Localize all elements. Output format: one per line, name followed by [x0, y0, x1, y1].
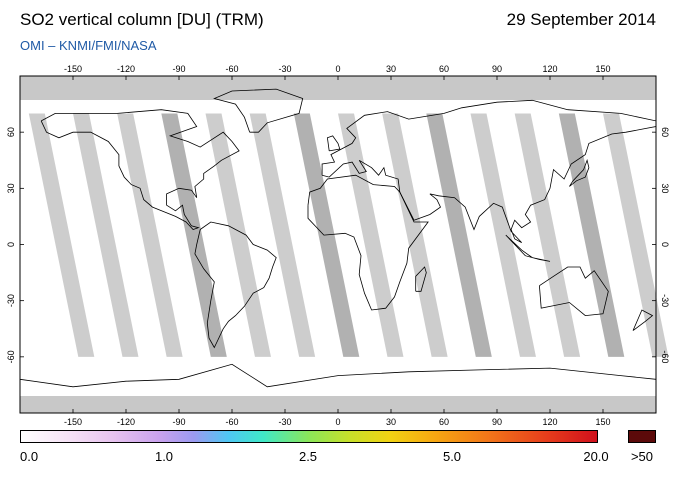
lon-tick-top-8: 90 — [492, 64, 502, 74]
lon-tick-bottom-3: -60 — [225, 417, 238, 427]
colorbar-label-0: 0.0 — [20, 449, 39, 464]
lat-tick-left-3: -30 — [6, 294, 16, 307]
color-scale-bar — [20, 430, 598, 443]
lon-tick-bottom-4: -30 — [278, 417, 291, 427]
lat-tick-left-4: -60 — [6, 350, 16, 363]
lon-tick-top-2: -90 — [172, 64, 185, 74]
swath-band-8 — [382, 113, 448, 357]
lon-tick-top-9: 120 — [542, 64, 557, 74]
lon-tick-top-10: 150 — [595, 64, 610, 74]
lon-tick-top-5: 0 — [335, 64, 340, 74]
swath-band-12 — [558, 113, 625, 357]
lat-tick-left-1: 30 — [6, 183, 16, 193]
swath-band-2 — [117, 113, 183, 357]
lon-tick-top-7: 60 — [439, 64, 449, 74]
coastline-south-america — [194, 221, 277, 349]
coastline-australia — [539, 266, 609, 317]
lon-tick-top-4: -30 — [278, 64, 291, 74]
swath-band-9 — [426, 113, 492, 357]
swath-band-1 — [73, 113, 139, 357]
colorbar-label-4: 20.0 — [583, 449, 609, 464]
map-title: SO2 vertical column [DU] (TRM) — [20, 10, 264, 29]
swath-band-11 — [514, 113, 581, 357]
colorbar-label-1: 1.0 — [154, 449, 174, 464]
lat-tick-right-2: 0 — [660, 242, 670, 247]
coastline-britain — [326, 135, 341, 152]
coastline-japan — [569, 158, 590, 187]
lon-tick-bottom-2: -90 — [172, 417, 185, 427]
swath-band-5 — [249, 113, 316, 357]
lon-tick-bottom-8: 90 — [492, 417, 502, 427]
swath-band-10 — [470, 113, 536, 357]
coastlines — [19, 88, 657, 388]
swath-band-3 — [161, 113, 227, 357]
lon-tick-top-1: -120 — [117, 64, 135, 74]
lon-tick-top-6: 30 — [386, 64, 396, 74]
map-date: 29 September 2014 — [506, 10, 656, 29]
lat-tick-left-0: 60 — [6, 127, 16, 137]
lon-tick-bottom-0: -150 — [64, 417, 82, 427]
coastline-north-america — [40, 109, 240, 230]
overflow-color-box — [628, 430, 656, 443]
colorbar-label-5: >50 — [630, 449, 654, 464]
coastline-new-zealand — [632, 309, 654, 331]
coastline-indonesia — [505, 234, 551, 262]
antarctic-no-data — [20, 396, 656, 413]
lon-tick-bottom-7: 60 — [439, 417, 449, 427]
lon-tick-bottom-6: 30 — [386, 417, 396, 427]
colorbar-label-3: 5.0 — [442, 449, 462, 464]
lat-tick-right-0: 60 — [660, 127, 670, 137]
coastline-madagascar — [415, 266, 427, 292]
map-plot-area: -150 -150 -120 -120 -90 -90 -60 -60 -30 -30 0 0 30 30… — [6, 64, 670, 427]
lat-tick-left-2: 0 — [6, 242, 16, 247]
swath-band-7 — [338, 113, 404, 357]
coastline-eurasia — [321, 99, 657, 243]
lon-tick-top-3: -60 — [225, 64, 238, 74]
lon-tick-bottom-9: 120 — [542, 417, 557, 427]
so2-map: -150 -150 -120 -120 -90 -90 -60 -60 -30 -30 0 0 30 30… — [6, 64, 670, 427]
lat-tick-right-3: -30 — [660, 294, 670, 307]
lat-tick-right-1: 30 — [660, 183, 670, 193]
orbit-swaths — [28, 113, 669, 357]
lon-tick-bottom-5: 0 — [335, 417, 340, 427]
coastline-antarctica — [19, 363, 657, 388]
lon-tick-bottom-1: -120 — [117, 417, 135, 427]
swath-band-0 — [28, 113, 95, 357]
coastline-africa — [307, 174, 429, 311]
lat-tick-right-4: -60 — [660, 350, 670, 363]
lon-tick-top-0: -150 — [64, 64, 82, 74]
swath-band-4 — [205, 113, 271, 357]
axis-ticks: -150 -150 -120 -120 -90 -90 -60 -60 -30 -30 0 0 30 30… — [6, 64, 670, 427]
lon-tick-bottom-10: 150 — [595, 417, 610, 427]
swath-band-13 — [603, 113, 669, 357]
colorbar-label-2: 2.5 — [298, 449, 318, 464]
coastline-greenland — [213, 88, 304, 133]
data-source: OMI – KNMI/FMI/NASA — [20, 38, 157, 53]
